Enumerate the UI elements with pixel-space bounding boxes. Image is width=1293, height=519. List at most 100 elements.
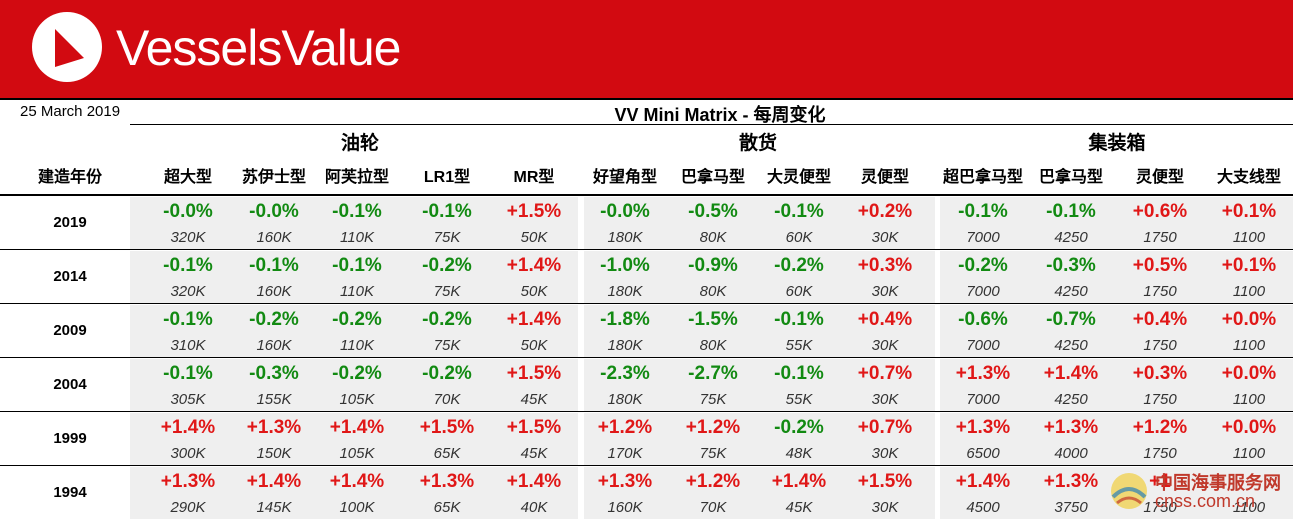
- vessel-size: 80K: [699, 229, 727, 246]
- vessel-size: 60K: [785, 283, 813, 300]
- column-header: MR型: [513, 169, 555, 186]
- vessel-size: 4250: [1054, 391, 1088, 408]
- vessel-size: 145K: [256, 499, 292, 516]
- vessel-size: 50K: [520, 229, 548, 246]
- vessel-size: 1750: [1143, 499, 1177, 516]
- group-label: 油轮: [340, 133, 379, 154]
- column-header: 巴拿马型: [1038, 169, 1103, 186]
- column-header: 苏伊士型: [241, 169, 306, 186]
- weekly-change: +0.7%: [857, 417, 913, 438]
- row-divider: [0, 249, 1293, 250]
- report-date: 25 March 2019: [20, 103, 121, 120]
- vessel-size: 65K: [433, 445, 461, 462]
- watermark: 中国海事服务网 cnss.com.cn: [1107, 469, 1287, 515]
- vessel-size: 155K: [256, 391, 292, 408]
- weekly-change: +0.6%: [1132, 201, 1188, 222]
- weekly-change: -0.2%: [958, 255, 1008, 276]
- weekly-change: -0.1%: [774, 363, 824, 384]
- vessel-size: 1100: [1232, 337, 1266, 354]
- weekly-change: +1.5%: [506, 417, 562, 438]
- weekly-change: -0.2%: [249, 309, 299, 330]
- vessel-size: 30K: [871, 337, 899, 354]
- column-header: 灵便型: [1135, 169, 1184, 186]
- weekly-change: +1.2%: [685, 471, 741, 492]
- vessel-size: 80K: [699, 283, 727, 300]
- weekly-change: +1: [1149, 471, 1171, 492]
- weekly-change: -0.1%: [163, 255, 213, 276]
- column-header: 大支线型: [1216, 169, 1281, 186]
- vessel-size: 310K: [170, 337, 206, 354]
- row-divider: [0, 411, 1293, 412]
- weekly-change: +0.3%: [857, 255, 913, 276]
- weekly-change: -0.1%: [332, 255, 382, 276]
- brand-name: VesselsValue: [116, 20, 401, 76]
- vessel-size: 180K: [607, 229, 643, 246]
- vessel-size: 110K: [340, 229, 374, 246]
- vessel-size: 75K: [433, 337, 461, 354]
- vessel-size: 1750: [1143, 337, 1177, 354]
- weekly-change: +1.4%: [160, 417, 216, 438]
- weekly-change: -0.1%: [163, 309, 213, 330]
- weekly-change: -1.8%: [600, 309, 650, 330]
- weekly-change: +0.4%: [1132, 309, 1188, 330]
- vessel-size: 70K: [433, 391, 461, 408]
- row-divider: [0, 357, 1293, 358]
- vessel-size: 65K: [433, 499, 461, 516]
- weekly-change: +1.4%: [955, 471, 1011, 492]
- vessel-size: 320K: [170, 229, 206, 246]
- weekly-change: -0.0%: [249, 201, 299, 222]
- vessel-size: 180K: [607, 391, 643, 408]
- weekly-change: -0.3%: [249, 363, 299, 384]
- row-year: 1999: [53, 430, 87, 447]
- weekly-change: +1.4%: [506, 309, 562, 330]
- weekly-change: -0.2%: [332, 309, 382, 330]
- weekly-change: -0.9%: [688, 255, 738, 276]
- vessel-size: 1750: [1143, 229, 1177, 246]
- weekly-change: -0.2%: [422, 255, 472, 276]
- weekly-change: -0.7%: [1046, 309, 1096, 330]
- header-banner: VesselsValue: [0, 0, 1293, 98]
- weekly-change: +1.4%: [246, 471, 302, 492]
- row-shade: [940, 305, 1293, 357]
- weekly-change: -0.1%: [332, 201, 382, 222]
- weekly-change: +0.0%: [1221, 309, 1277, 330]
- row-year: 2014: [53, 268, 87, 285]
- watermark-cn: 中国海事服务网: [1155, 473, 1281, 493]
- weekly-change: +0.2%: [857, 201, 913, 222]
- weekly-change: -0.0%: [600, 201, 650, 222]
- weekly-change: -0.2%: [332, 363, 382, 384]
- weekly-change: +1.2%: [685, 417, 741, 438]
- row-shade: [130, 413, 578, 465]
- weekly-change: +1.4%: [771, 471, 827, 492]
- weekly-change: +1.4%: [506, 255, 562, 276]
- vessel-size: 160K: [256, 337, 292, 354]
- vessel-size: 4250: [1054, 337, 1088, 354]
- column-header: 巴拿马型: [680, 169, 745, 186]
- vesselsvalue-logo: [32, 12, 102, 82]
- vessel-size: 6500: [966, 445, 1000, 462]
- vessel-size: 170K: [607, 445, 643, 462]
- column-header: LR1型: [423, 169, 471, 186]
- weekly-change: -0.1%: [249, 255, 299, 276]
- vessel-size: 1750: [1143, 445, 1177, 462]
- weekly-change: -2.3%: [600, 363, 650, 384]
- column-header: 灵便型: [860, 169, 909, 186]
- column-header: 超巴拿马型: [942, 169, 1023, 186]
- vessel-size: 50K: [520, 283, 548, 300]
- vessel-size: 105K: [339, 391, 375, 408]
- row-shade: [940, 251, 1293, 303]
- vessel-size: 150K: [256, 445, 292, 462]
- weekly-change: +1.3%: [160, 471, 216, 492]
- year-column-header: 建造年份: [37, 169, 102, 186]
- vessel-size: 75K: [699, 445, 727, 462]
- column-header: 超大型: [163, 169, 212, 186]
- row-shade: [130, 305, 578, 357]
- vessel-size: 4000: [1054, 445, 1088, 462]
- vessel-size: 55K: [785, 337, 813, 354]
- vessel-size: 160K: [256, 283, 292, 300]
- row-divider: [0, 465, 1293, 466]
- vessel-size: 30K: [871, 445, 899, 462]
- group-label: 散货: [738, 133, 777, 154]
- weekly-change: -0.6%: [958, 309, 1008, 330]
- vessel-size: 1100: [1232, 391, 1266, 408]
